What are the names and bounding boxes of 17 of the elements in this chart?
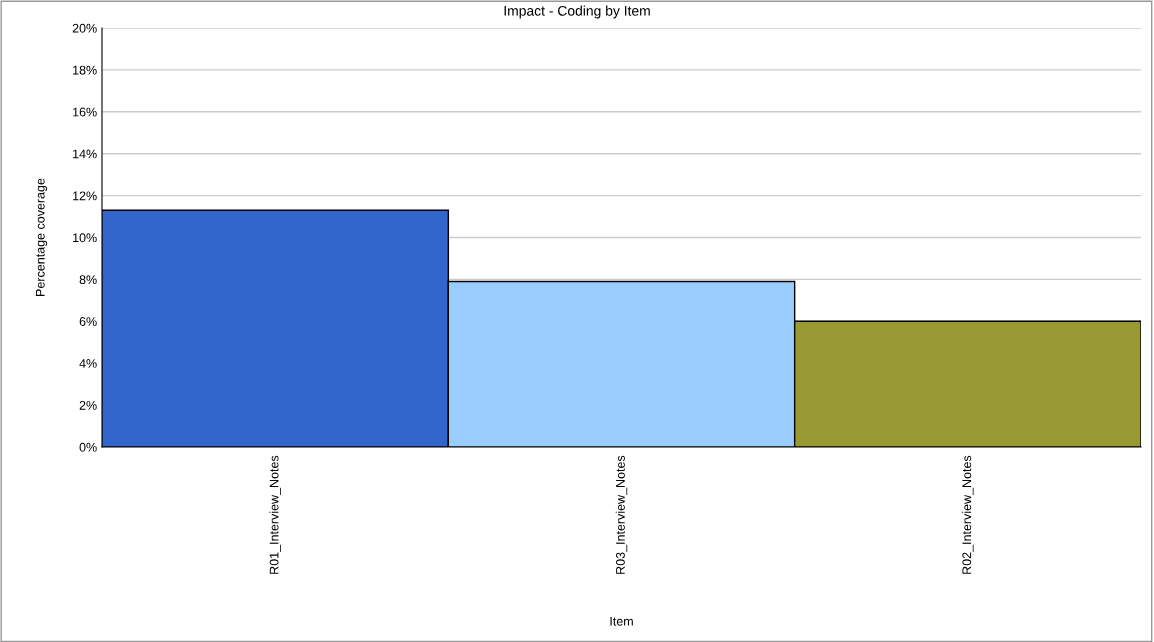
x-axis-title: Item bbox=[610, 616, 633, 626]
y-tick-label: 20% bbox=[72, 23, 97, 33]
y-axis-title: Percentage coverage bbox=[35, 178, 48, 296]
x-tick-label: R03_Interview_Notes bbox=[615, 455, 628, 574]
y-tick-label: 4% bbox=[79, 359, 97, 368]
y-tick-label: 18% bbox=[73, 65, 97, 75]
y-tick-label: 8% bbox=[79, 275, 97, 285]
chart-title: Impact - Coding by Item bbox=[504, 5, 650, 19]
y-tick-label: 14% bbox=[73, 149, 97, 159]
y-tick-label: 0% bbox=[79, 442, 97, 452]
y-tick-label: 12% bbox=[73, 191, 97, 201]
y-tick-label: 10% bbox=[73, 233, 97, 243]
x-tick-label: R01_Interview_Notes bbox=[269, 455, 281, 574]
y-tick-label: 6% bbox=[79, 317, 97, 326]
x-tick-label: R02_Interview_Notes bbox=[962, 455, 974, 574]
y-tick-label: 2% bbox=[79, 400, 97, 410]
y-tick-label: 16% bbox=[73, 107, 97, 117]
